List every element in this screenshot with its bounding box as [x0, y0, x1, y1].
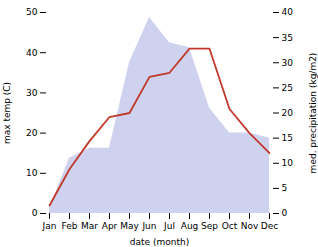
svg-text:Mar: Mar: [81, 221, 98, 231]
svg-text:Jun: Jun: [141, 221, 156, 231]
svg-text:0: 0: [282, 208, 288, 218]
svg-text:15: 15: [282, 133, 293, 143]
svg-text:30: 30: [282, 58, 294, 68]
svg-text:Jan: Jan: [42, 221, 57, 231]
svg-text:Nov: Nov: [241, 221, 259, 231]
svg-text:20: 20: [26, 128, 38, 138]
svg-text:50: 50: [26, 7, 38, 17]
svg-text:Apr: Apr: [102, 221, 118, 231]
svg-text:10: 10: [282, 158, 294, 168]
svg-text:date (month): date (month): [130, 237, 189, 247]
svg-text:May: May: [120, 221, 139, 231]
svg-text:max temp (C): max temp (C): [2, 82, 12, 144]
svg-text:med. precipitation (kg/m2): med. precipitation (kg/m2): [308, 53, 318, 174]
svg-text:10: 10: [26, 168, 38, 178]
svg-text:Jul: Jul: [163, 221, 175, 231]
svg-text:30: 30: [26, 88, 38, 98]
svg-text:40: 40: [282, 7, 294, 17]
svg-text:Sep: Sep: [201, 221, 218, 231]
svg-text:Aug: Aug: [181, 221, 199, 231]
svg-text:35: 35: [282, 33, 293, 43]
svg-text:5: 5: [282, 183, 288, 193]
svg-text:Dec: Dec: [261, 221, 278, 231]
svg-text:Oct: Oct: [222, 221, 238, 231]
svg-text:40: 40: [26, 48, 38, 58]
svg-text:0: 0: [32, 208, 38, 218]
svg-text:25: 25: [282, 83, 293, 93]
svg-text:20: 20: [282, 108, 294, 118]
svg-text:Feb: Feb: [62, 221, 78, 231]
